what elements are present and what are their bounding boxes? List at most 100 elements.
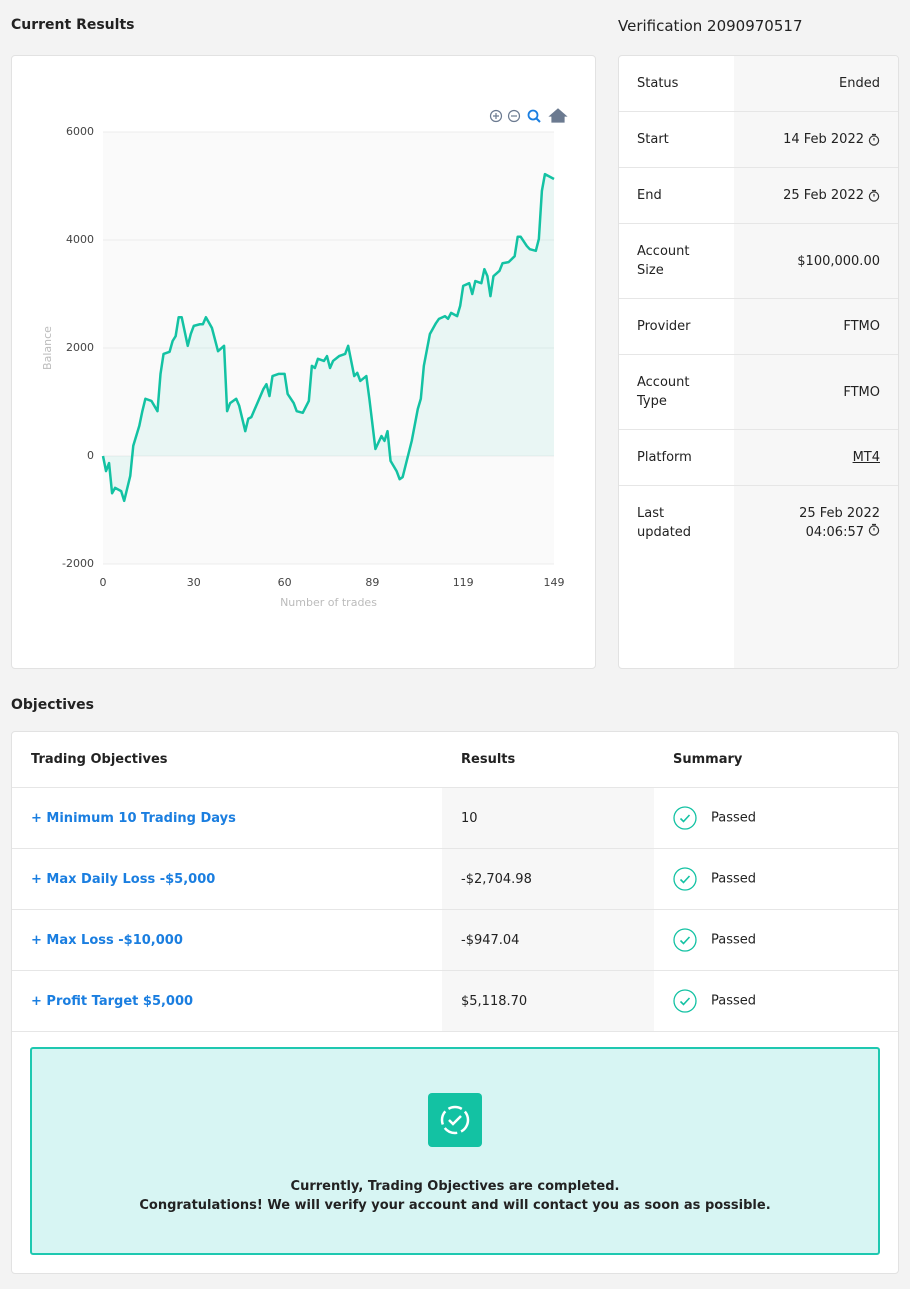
info-row: Last updated 25 Feb 2022 04:06:57 xyxy=(619,486,898,668)
summary-text: Passed xyxy=(711,993,757,1009)
x-tick-label: 119 xyxy=(453,576,474,589)
objective-row: + Profit Target $5,000 $5,118.70 Passed xyxy=(12,970,898,1032)
info-value-cell: 14 Feb 2022 xyxy=(734,112,898,167)
x-tick-label: 149 xyxy=(544,576,565,589)
y-tick-label: 4000 xyxy=(66,233,94,246)
reset-button[interactable] xyxy=(548,108,568,123)
info-label-cell: Provider xyxy=(619,299,734,354)
passed-icon xyxy=(673,989,697,1013)
info-value[interactable]: MT4 xyxy=(852,450,880,465)
info-label: Platform xyxy=(637,450,692,465)
banner-text: Currently, Trading Objectives are comple… xyxy=(290,1179,620,1194)
info-value: 25 Feb 2022 04:06:57 xyxy=(799,504,880,542)
x-tick-label: 89 xyxy=(365,576,379,589)
info-label: Provider xyxy=(637,319,691,334)
info-label-cell: Account Type xyxy=(619,355,734,429)
zoom-button[interactable] xyxy=(527,109,539,121)
column-header: Summary xyxy=(654,732,898,788)
y-tick-label: -2000 xyxy=(62,557,94,570)
x-axis-label: Number of trades xyxy=(280,596,377,609)
objective-summary: Passed xyxy=(654,970,898,1032)
info-value-cell: $100,000.00 xyxy=(734,224,898,298)
y-tick-label: 6000 xyxy=(66,125,94,138)
balance-line xyxy=(101,172,555,503)
info-value-cell: Ended xyxy=(734,56,898,111)
objective-result: 10 xyxy=(442,787,654,849)
zoom-out-button[interactable] xyxy=(507,109,521,123)
success-icon xyxy=(428,1093,482,1147)
passed-icon xyxy=(673,867,697,891)
y-axis-label: Balance xyxy=(41,326,54,370)
info-value-cell: 25 Feb 2022 04:06:57 xyxy=(734,486,898,668)
info-value-cell: FTMO xyxy=(734,299,898,354)
info-label-cell: Account Size xyxy=(619,224,734,298)
info-label-cell: Platform xyxy=(619,430,734,485)
info-value-text: 25 Feb 2022 xyxy=(799,506,880,521)
info-value-text: 04:06:57 xyxy=(805,525,864,540)
objective-name[interactable]: + Minimum 10 Trading Days xyxy=(12,787,442,849)
column-header: Trading Objectives xyxy=(12,732,442,788)
passed-icon xyxy=(673,928,697,952)
objective-result: -$947.04 xyxy=(442,909,654,971)
column-header: Results xyxy=(442,732,654,788)
info-value-cell: FTMO xyxy=(734,355,898,429)
info-label: Account Size xyxy=(637,244,690,278)
objectives-card: Trading Objectives Results Summary + Minim… xyxy=(11,731,899,1274)
stopwatch-icon xyxy=(868,133,880,146)
info-row: Platform MT4 xyxy=(619,430,898,486)
success-banner: Currently, Trading Objectives are comple… xyxy=(30,1047,880,1255)
info-row: Start 14 Feb 2022 xyxy=(619,112,898,168)
x-tick-label: 30 xyxy=(187,576,201,589)
summary-text: Passed xyxy=(711,932,757,948)
info-label-cell: Last updated xyxy=(619,486,734,668)
objective-summary: Passed xyxy=(654,909,898,971)
stopwatch-icon xyxy=(868,523,880,536)
info-row: Account Type FTMO xyxy=(619,355,898,430)
objective-summary: Passed xyxy=(654,848,898,910)
chart-card: -2000 0 2000 4000 6000 0 30 60 89 119 149 Number of… xyxy=(11,55,596,669)
info-row: Status Ended xyxy=(619,56,898,112)
info-value: FTMO xyxy=(843,384,880,400)
summary-text: Passed xyxy=(711,871,757,887)
objective-result: $5,118.70 xyxy=(442,970,654,1032)
info-value: 25 Feb 2022 xyxy=(783,188,864,203)
objectives-table: Trading Objectives Results Summary + Minim… xyxy=(12,732,898,1032)
x-tick-label: 0 xyxy=(100,576,107,589)
stopwatch-icon xyxy=(868,189,880,202)
area xyxy=(103,174,554,501)
info-row: Account Size $100,000.00 xyxy=(619,224,898,299)
verification-card: Status Ended Start 14 Feb 2022 End 25 Feb 202… xyxy=(618,55,899,669)
objective-row: + Max Daily Loss -$5,000 -$2,704.98 Passed xyxy=(12,848,898,910)
objective-summary: Passed xyxy=(654,787,898,849)
objectives-title: Objectives xyxy=(11,697,94,713)
chart-toolbar xyxy=(489,108,568,123)
info-label-cell: Start xyxy=(619,112,734,167)
objective-row: + Minimum 10 Trading Days 10 Passed xyxy=(12,787,898,849)
results-title: Current Results xyxy=(11,17,135,33)
info-row: Provider FTMO xyxy=(619,299,898,355)
info-value: 14 Feb 2022 xyxy=(783,132,864,147)
info-value: $100,000.00 xyxy=(797,253,880,269)
objective-row: + Max Loss -$10,000 -$947.04 Passed xyxy=(12,909,898,971)
info-value-line: 04:06:57 xyxy=(799,523,880,542)
summary-text: Passed xyxy=(711,810,757,826)
chart: -2000 0 2000 4000 6000 0 30 60 89 119 149 Number of… xyxy=(41,108,568,609)
objective-name[interactable]: + Max Loss -$10,000 xyxy=(12,909,442,971)
passed-icon xyxy=(673,806,697,830)
y-tick-label: 2000 xyxy=(66,341,94,354)
info-label-cell: Status xyxy=(619,56,734,111)
info-value-line: 25 Feb 2022 xyxy=(799,504,880,523)
info-value: FTMO xyxy=(843,319,880,334)
objective-name[interactable]: + Max Daily Loss -$5,000 xyxy=(12,848,442,910)
header-row: Trading Objectives Results Summary xyxy=(12,732,898,788)
banner-text: Congratulations! We will verify your acc… xyxy=(139,1198,771,1213)
info-label: Account Type xyxy=(637,375,690,409)
info-label: End xyxy=(637,188,662,203)
info-label-cell: End xyxy=(619,168,734,223)
info-row: End 25 Feb 2022 xyxy=(619,168,898,224)
zoom-in-button[interactable] xyxy=(489,109,503,123)
objective-name[interactable]: + Profit Target $5,000 xyxy=(12,970,442,1032)
verification-title: Verification 2090970517 xyxy=(618,17,803,35)
info-label: Status xyxy=(637,76,679,91)
